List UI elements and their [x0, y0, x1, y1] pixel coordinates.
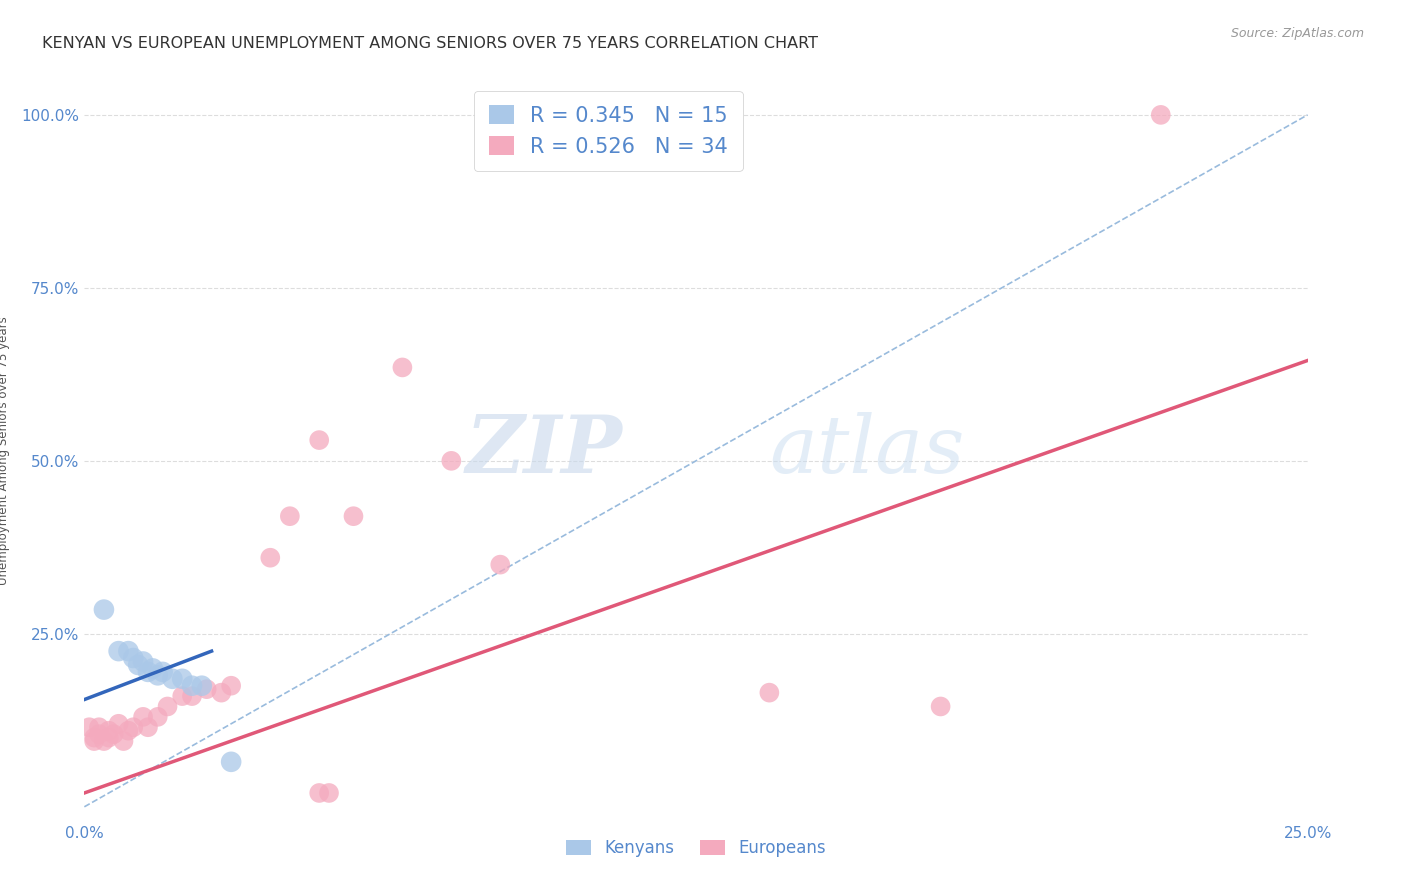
Point: [142, 661, 165, 675]
Point: [132, 710, 155, 724]
Point: [132, 655, 155, 669]
Point: [117, 644, 139, 658]
Point: [146, 668, 169, 682]
Point: [136, 665, 159, 679]
Point: [929, 699, 952, 714]
Point: [83, 734, 105, 748]
Point: [87, 727, 110, 741]
Point: [87, 720, 110, 734]
Point: [181, 679, 204, 693]
Point: [93, 602, 115, 616]
Point: [97, 723, 120, 738]
Point: [103, 727, 125, 741]
Text: atlas: atlas: [769, 412, 965, 489]
Point: [308, 433, 330, 447]
Point: [152, 665, 174, 679]
Point: [181, 689, 204, 703]
Point: [77, 720, 100, 734]
Point: [259, 550, 281, 565]
Point: [97, 731, 120, 745]
Text: KENYAN VS EUROPEAN UNEMPLOYMENT AMONG SENIORS OVER 75 YEARS CORRELATION CHART: KENYAN VS EUROPEAN UNEMPLOYMENT AMONG SE…: [42, 36, 818, 51]
Point: [1150, 108, 1173, 122]
Point: [195, 682, 218, 697]
Point: [127, 657, 149, 672]
Point: [278, 509, 301, 524]
Point: [156, 699, 179, 714]
Point: [172, 672, 194, 686]
Point: [117, 723, 139, 738]
Text: Source: ZipAtlas.com: Source: ZipAtlas.com: [1230, 27, 1364, 40]
Point: [191, 679, 214, 693]
Point: [146, 710, 169, 724]
Point: [107, 644, 129, 658]
Legend: Kenyans, Europeans: Kenyans, Europeans: [560, 833, 832, 864]
Point: [93, 734, 115, 748]
Point: [758, 685, 780, 699]
Point: [83, 731, 105, 745]
Point: [308, 786, 330, 800]
Point: [209, 685, 232, 699]
Point: [440, 454, 463, 468]
Point: [219, 755, 242, 769]
Point: [219, 679, 242, 693]
Point: [162, 672, 184, 686]
Point: [489, 558, 512, 572]
Point: [112, 734, 135, 748]
Point: [172, 689, 194, 703]
Point: [342, 509, 364, 524]
Point: [136, 720, 159, 734]
Point: [122, 651, 145, 665]
Point: [107, 716, 129, 731]
Point: [122, 720, 145, 734]
Y-axis label: Unemployment Among Seniors over 75 years: Unemployment Among Seniors over 75 years: [0, 316, 10, 585]
Point: [318, 786, 340, 800]
Text: ZIP: ZIP: [465, 412, 623, 489]
Point: [391, 360, 413, 375]
